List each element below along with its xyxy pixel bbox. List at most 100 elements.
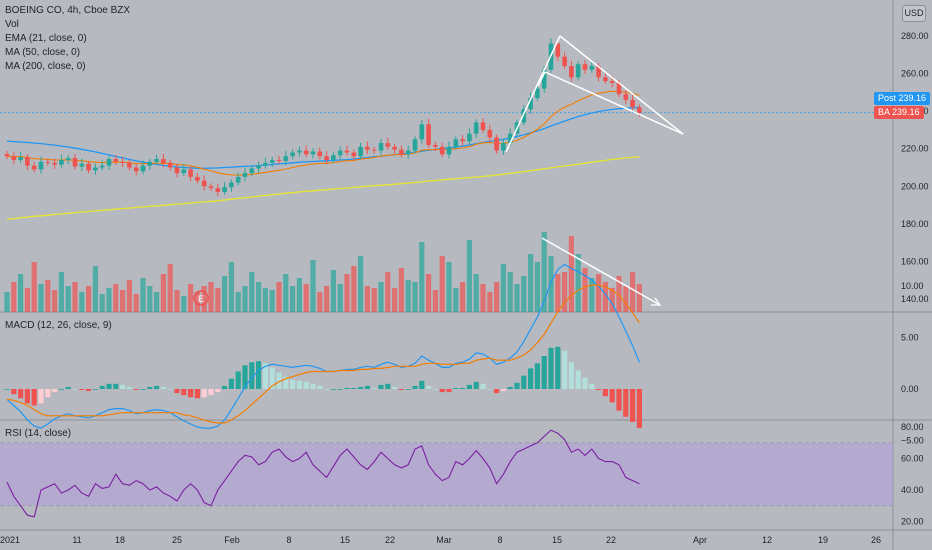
candle-body	[229, 182, 234, 188]
time-tick-label: Feb	[224, 535, 240, 545]
time-tick-label: 12	[762, 535, 772, 545]
macd-histogram-bar	[317, 385, 323, 389]
ma200-legend: MA (200, close, 0)	[5, 61, 86, 72]
candle-body	[582, 64, 588, 70]
volume-bar	[11, 282, 17, 312]
time-tick-label: 25	[172, 535, 182, 545]
wedge-upper-line	[559, 35, 684, 135]
candle-body	[371, 149, 377, 151]
post-price-badge: Post 239.16	[874, 92, 931, 105]
volume-bar	[534, 262, 540, 312]
time-tick-label: 15	[552, 535, 562, 545]
volume-bar	[126, 280, 132, 312]
candle-body	[439, 146, 445, 155]
candle-body	[358, 146, 363, 157]
macd-histogram-bar	[630, 389, 636, 422]
macd-histogram-bar	[147, 386, 153, 389]
volume-bar	[514, 284, 520, 312]
macd-histogram-bar	[480, 383, 486, 389]
rsi-legend[interactable]: RSI (14, close)	[5, 428, 72, 439]
macd-histogram-bar	[568, 362, 574, 389]
candle-body	[120, 161, 125, 163]
macd-histogram-bar	[405, 389, 411, 390]
volume-bar	[188, 284, 194, 312]
candle-body	[331, 155, 336, 160]
macd-tick-label: 10.00	[901, 281, 924, 291]
rsi-tick-label: 40.00	[901, 485, 924, 495]
macd-histogram-bar	[113, 383, 119, 389]
volume-bar	[636, 284, 642, 312]
earnings-marker-label: E	[198, 294, 204, 304]
volume-bar	[181, 296, 187, 312]
ma50-legend: MA (50, close, 0)	[5, 47, 81, 58]
candle-body	[25, 157, 30, 166]
volume-bar	[432, 290, 438, 312]
candle-body	[446, 146, 452, 155]
candle-body	[65, 158, 71, 160]
time-tick-label: 2021	[0, 535, 20, 545]
candle-body	[222, 187, 227, 192]
macd-histogram-bar	[385, 383, 391, 389]
macd-histogram-bar	[494, 389, 500, 394]
candle-body	[535, 88, 540, 98]
macd-histogram-bar	[11, 389, 17, 395]
volume-bar	[426, 274, 432, 312]
macd-histogram-bar	[24, 389, 30, 404]
macd-histogram-bar	[194, 389, 200, 399]
volume-bar	[487, 292, 493, 312]
candle-body	[154, 159, 159, 162]
volume-bar	[330, 270, 336, 312]
time-tick-label: Apr	[693, 535, 707, 545]
candle-body	[344, 150, 350, 153]
macd-tick-label: 5.00	[901, 333, 919, 343]
candle-body	[38, 161, 44, 170]
candle-body	[487, 129, 493, 138]
time-tick-label: Mar	[436, 535, 452, 545]
macd-histogram-bar	[487, 389, 493, 390]
candle-body	[52, 162, 57, 165]
volume-pane: E	[4, 232, 642, 312]
time-tick-label: 8	[286, 535, 291, 545]
volume-bar	[521, 276, 527, 312]
candle-body	[637, 107, 642, 113]
macd-legend[interactable]: MACD (12, 26, close, 9)	[5, 320, 112, 331]
candle-body	[133, 167, 139, 172]
volume-bar	[269, 290, 275, 312]
candle-body	[623, 94, 629, 100]
macd-histogram-bar	[310, 383, 316, 389]
macd-histogram-bar	[215, 389, 221, 393]
price-tick-label: 220.00	[901, 144, 929, 154]
volume-bar	[562, 272, 568, 312]
ma200-line	[6, 156, 640, 220]
candle-body	[317, 151, 323, 157]
volume-bar	[106, 288, 112, 312]
rsi-tick-label: 60.00	[901, 454, 924, 464]
candle-body	[31, 165, 37, 170]
macd-histogram-bar	[514, 382, 520, 389]
macd-histogram-bar	[283, 376, 289, 389]
macd-histogram-bar	[453, 387, 459, 389]
macd-histogram-bar	[534, 363, 540, 389]
candle-body	[419, 124, 425, 140]
volume-bar	[616, 276, 622, 312]
ema-legend: EMA (21, close, 0)	[5, 33, 87, 44]
volume-bar	[494, 282, 500, 312]
volume-bar	[568, 236, 574, 312]
volume-bar	[4, 292, 10, 312]
macd-histogram-bar	[167, 389, 173, 390]
macd-histogram-bar	[602, 389, 608, 397]
macd-histogram-bar	[616, 389, 622, 411]
currency-button[interactable]: USD	[902, 5, 926, 22]
price-tick-label: 200.00	[901, 181, 929, 191]
time-tick-label: 18	[115, 535, 125, 545]
price-legend[interactable]: BOEING CO, 4h, Cboe BZX Vol EMA (21, clo…	[5, 4, 130, 74]
macd-histogram-bar	[528, 368, 534, 389]
candle-body	[79, 163, 85, 167]
volume-bar	[194, 292, 200, 312]
macd-histogram-bar	[521, 375, 527, 389]
earnings-marker	[193, 290, 209, 306]
candle-body	[569, 66, 574, 78]
